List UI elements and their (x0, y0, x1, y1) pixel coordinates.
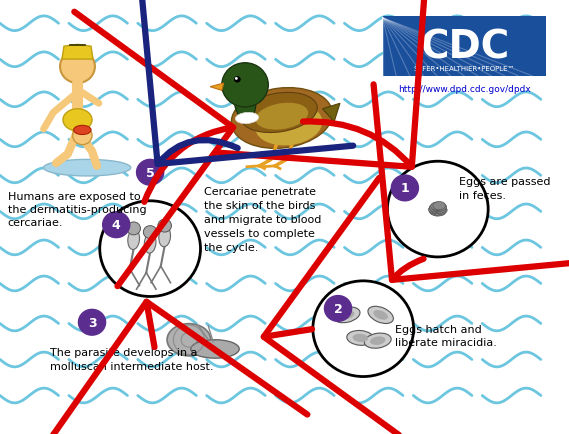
Ellipse shape (339, 311, 354, 319)
Ellipse shape (191, 340, 239, 358)
Circle shape (102, 212, 130, 238)
Ellipse shape (432, 204, 444, 212)
Ellipse shape (128, 230, 139, 250)
Ellipse shape (241, 93, 318, 133)
Ellipse shape (347, 331, 374, 345)
Text: Eggs hatch and
liberate miracidia.: Eggs hatch and liberate miracidia. (395, 324, 497, 347)
Circle shape (324, 296, 352, 322)
Ellipse shape (429, 207, 442, 216)
Ellipse shape (73, 126, 91, 135)
Text: Eggs are passed
in feces.: Eggs are passed in feces. (459, 177, 551, 200)
Ellipse shape (370, 337, 385, 345)
Ellipse shape (429, 204, 442, 212)
Text: 1: 1 (401, 182, 409, 195)
Text: 3: 3 (88, 316, 96, 329)
Ellipse shape (44, 160, 131, 177)
Text: Humans are exposed to
the dermatitis-producing
cercariae.: Humans are exposed to the dermatitis-pro… (8, 191, 146, 227)
Ellipse shape (435, 207, 447, 215)
Circle shape (127, 223, 141, 235)
FancyBboxPatch shape (382, 17, 546, 76)
Circle shape (235, 78, 238, 81)
Ellipse shape (236, 113, 258, 124)
Ellipse shape (333, 307, 360, 323)
Text: 2: 2 (333, 302, 343, 315)
Text: The parasite develops in a
molluscan intermediate host.: The parasite develops in a molluscan int… (51, 348, 214, 371)
Ellipse shape (234, 84, 256, 121)
Ellipse shape (167, 324, 211, 356)
Circle shape (391, 176, 418, 201)
Text: http://www.dpd.cdc.gov/dpdx: http://www.dpd.cdc.gov/dpdx (398, 85, 531, 94)
Ellipse shape (433, 208, 446, 216)
Circle shape (313, 281, 414, 377)
Polygon shape (62, 45, 93, 60)
Circle shape (73, 127, 92, 145)
Circle shape (387, 162, 488, 257)
Ellipse shape (63, 109, 92, 132)
Ellipse shape (364, 333, 391, 349)
Ellipse shape (145, 233, 156, 253)
Text: Cercariae penetrate
the skin of the birds
and migrate to blood
vessels to comple: Cercariae penetrate the skin of the bird… (204, 187, 321, 253)
Ellipse shape (433, 202, 446, 210)
Ellipse shape (431, 206, 444, 214)
Ellipse shape (353, 334, 368, 342)
Text: SAFER•HEALTHIER•PEOPLE™: SAFER•HEALTHIER•PEOPLE™ (414, 66, 515, 72)
Ellipse shape (159, 227, 171, 247)
Circle shape (137, 160, 164, 186)
Text: 5: 5 (146, 166, 155, 179)
Text: CDC: CDC (420, 29, 509, 67)
Circle shape (222, 64, 269, 108)
Circle shape (60, 51, 95, 84)
Ellipse shape (232, 89, 332, 149)
Ellipse shape (434, 204, 447, 212)
Ellipse shape (431, 203, 443, 211)
Ellipse shape (368, 306, 393, 324)
Circle shape (100, 201, 200, 297)
Circle shape (79, 310, 106, 335)
Ellipse shape (434, 205, 446, 214)
Ellipse shape (255, 103, 308, 130)
Ellipse shape (373, 310, 388, 320)
Ellipse shape (428, 206, 441, 214)
Ellipse shape (255, 104, 323, 146)
Ellipse shape (431, 208, 444, 217)
Circle shape (158, 220, 171, 233)
Circle shape (234, 77, 241, 83)
Polygon shape (210, 84, 224, 91)
Circle shape (143, 226, 157, 239)
Text: 4: 4 (112, 219, 121, 232)
Polygon shape (323, 104, 340, 122)
